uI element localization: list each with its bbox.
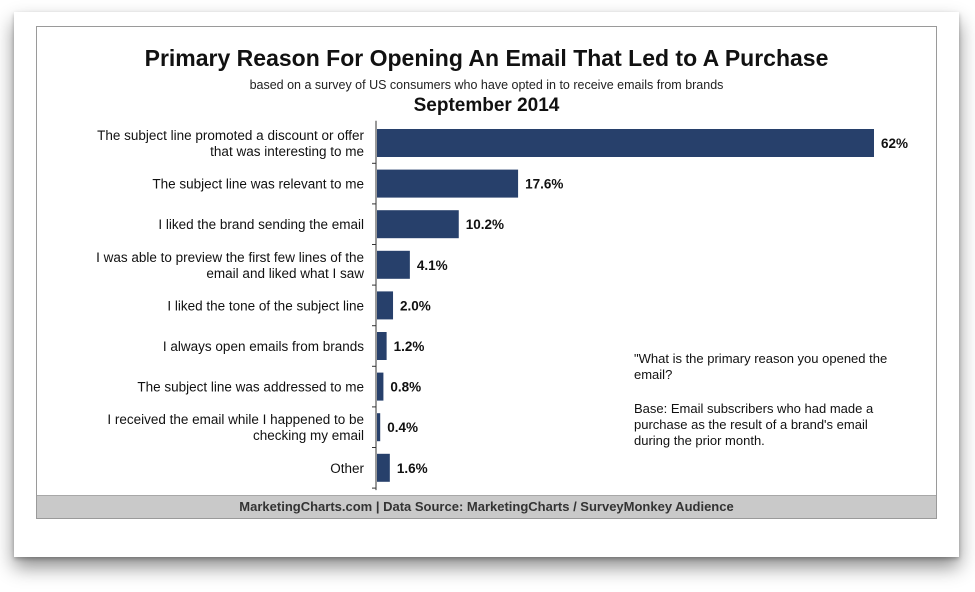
bar	[377, 129, 874, 157]
category-label: I received the email while I happened to…	[107, 412, 364, 443]
survey-question-note: "What is the primary reason you opened t…	[634, 351, 888, 382]
bar-chart: 62% The subject line promoted a discount …	[96, 120, 908, 491]
category-label: Other	[330, 461, 364, 476]
bar-value-label: 0.4%	[387, 420, 418, 435]
bar	[377, 332, 387, 360]
bar-value-label: 0.8%	[390, 380, 421, 395]
bar	[377, 250, 410, 279]
chart-title: Primary Reason For Opening An Email That…	[144, 45, 829, 71]
bar	[377, 453, 390, 482]
category-label: I liked the brand sending the email	[158, 217, 364, 232]
category-label: The subject line was relevant to me	[152, 177, 364, 192]
bar-value-label: 1.6%	[397, 461, 428, 476]
source-footer: MarketingCharts.com | Data Source: Marke…	[37, 495, 936, 518]
survey-base-note: Base: Email subscribers who had made a p…	[634, 401, 874, 448]
category-label: I was able to preview the first few line…	[96, 250, 364, 281]
chart-date: September 2014	[413, 95, 560, 116]
chart-card: Primary Reason For Opening An Email That…	[36, 26, 937, 519]
bar	[377, 291, 394, 320]
bar	[377, 210, 459, 239]
category-label: I liked the tone of the subject line	[167, 298, 364, 313]
bar	[377, 169, 519, 198]
category-label: The subject line was addressed to me	[137, 380, 364, 395]
bar-value-label: 2.0%	[400, 298, 431, 313]
bar-value-label: 1.2%	[394, 339, 425, 354]
bar-value-label: 17.6%	[525, 177, 563, 192]
category-label: I always open emails from brands	[163, 339, 364, 354]
bar	[377, 372, 384, 401]
category-label: The subject line promoted a discount or …	[97, 128, 364, 159]
bar-value-label: 10.2%	[466, 217, 504, 232]
bar-value-label: 62%	[881, 136, 908, 151]
chart-subtitle: based on a survey of US consumers who ha…	[249, 78, 724, 92]
bar-value-label: 4.1%	[417, 258, 448, 273]
bar	[377, 413, 381, 442]
